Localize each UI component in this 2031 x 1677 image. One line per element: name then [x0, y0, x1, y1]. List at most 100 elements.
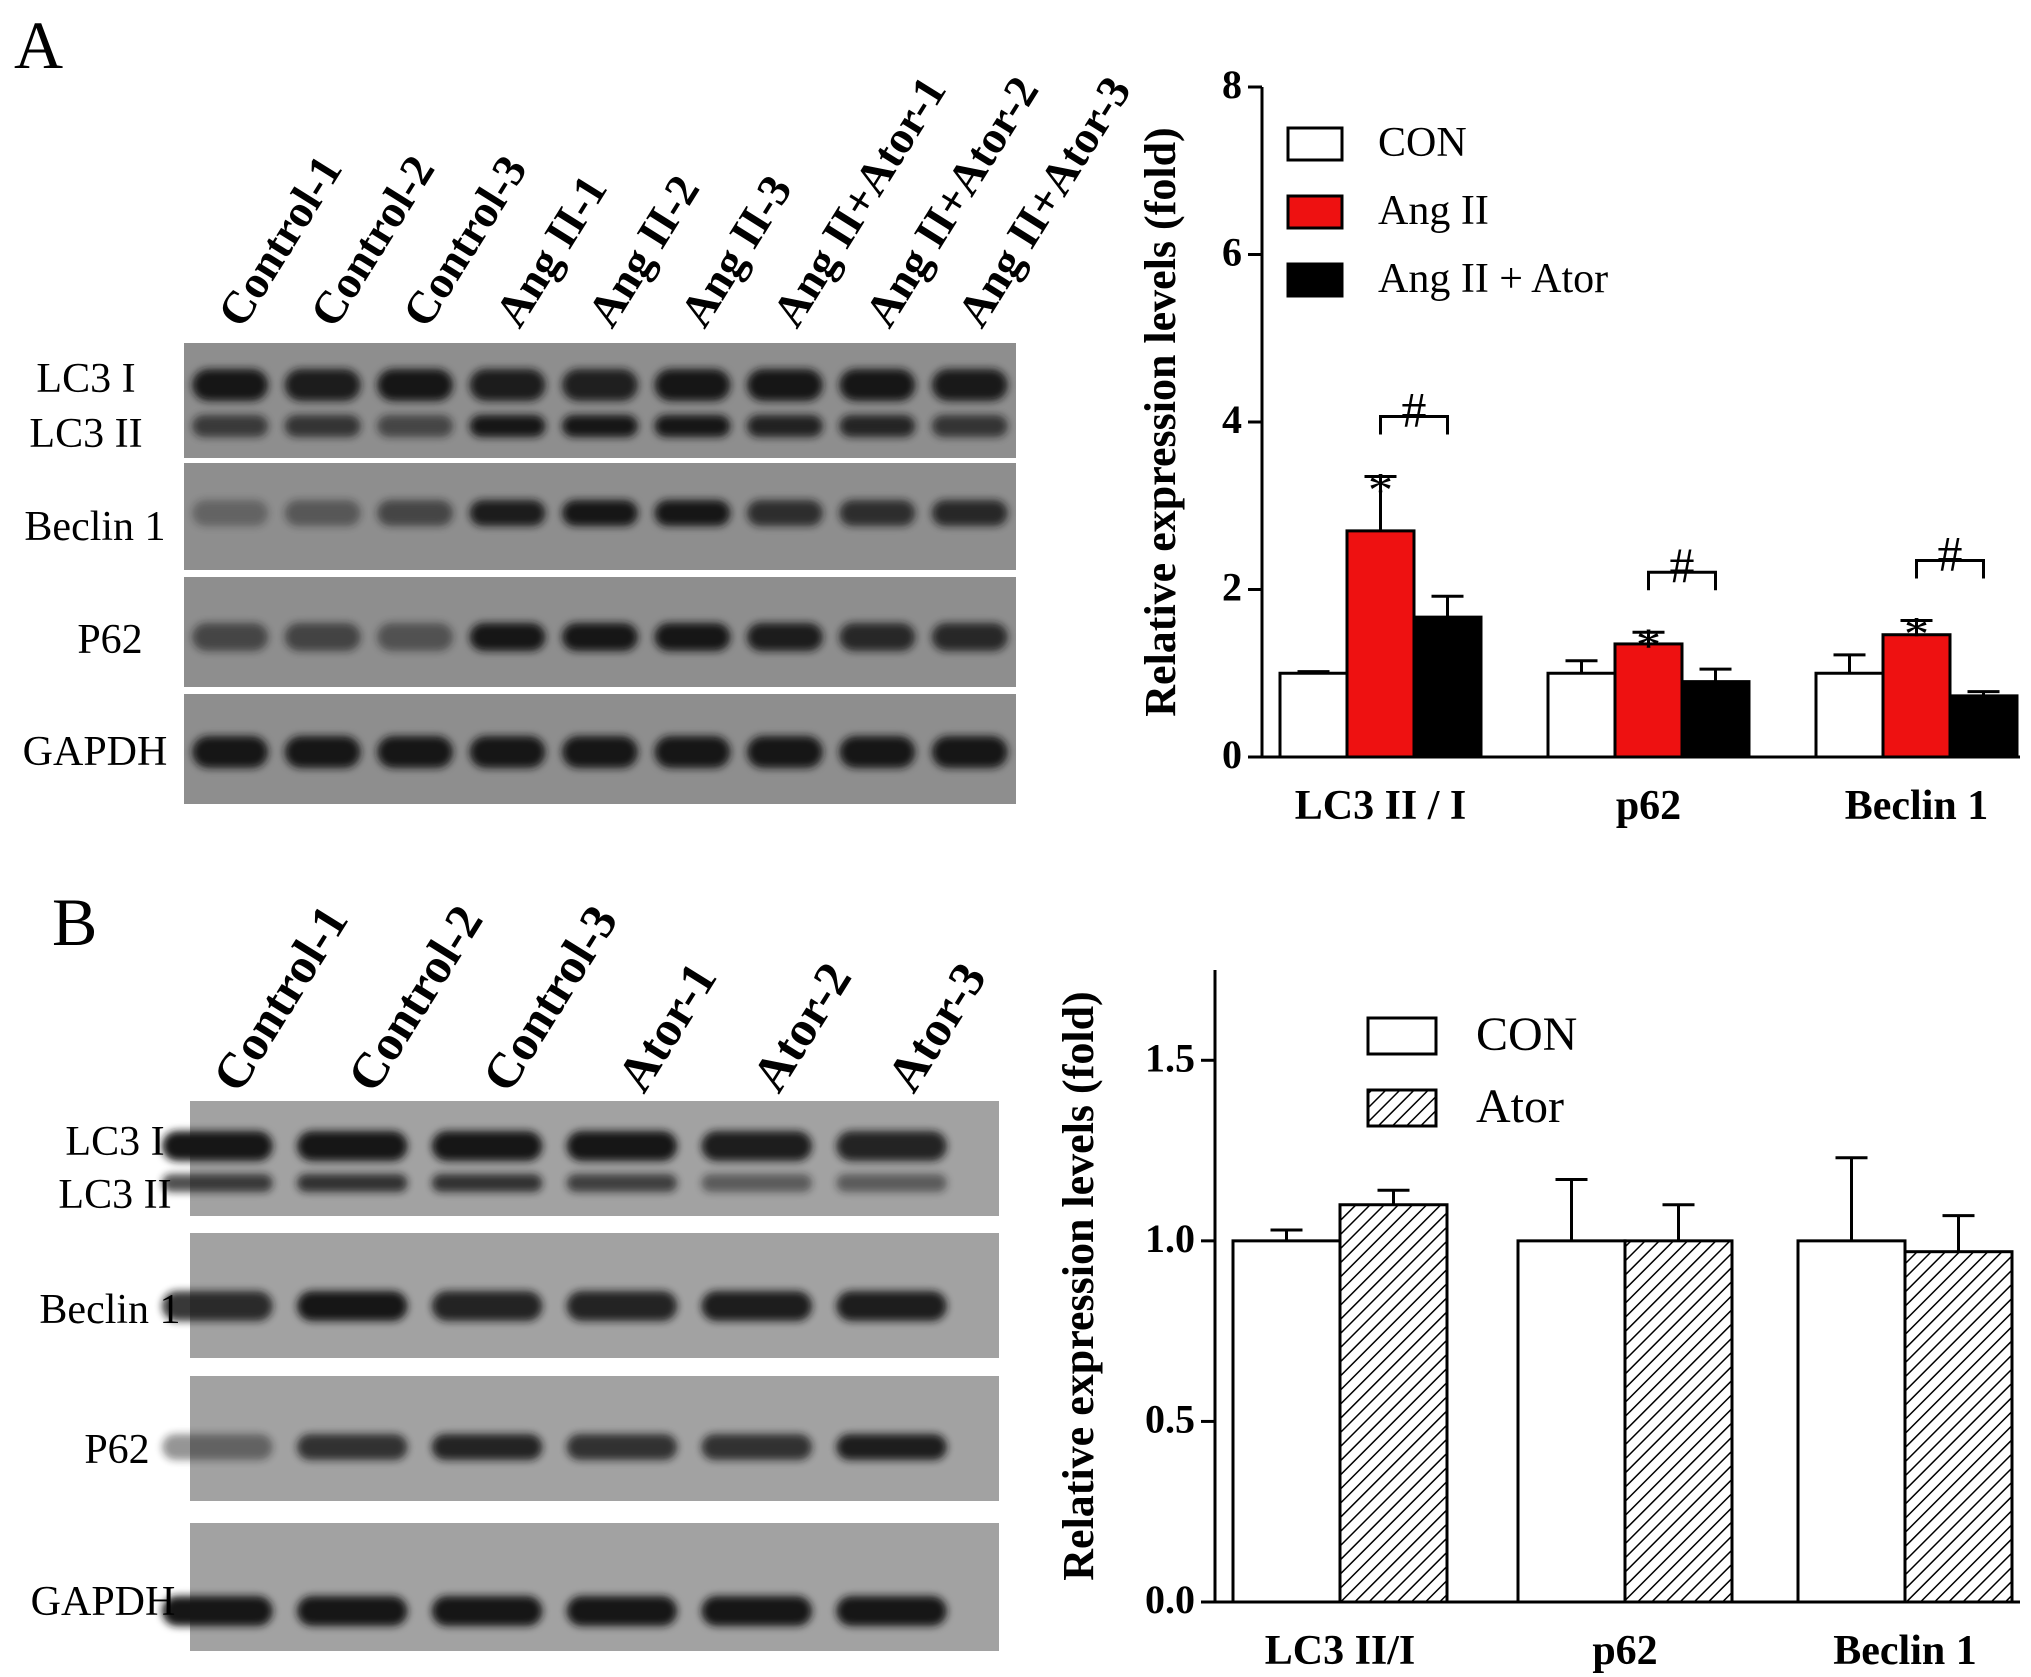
blot-strip [162, 1233, 999, 1358]
blot-band [562, 623, 638, 651]
bar [1903, 1250, 2014, 1604]
protein-label: GAPDH [31, 1579, 176, 1625]
blot-band [469, 500, 546, 526]
blot-band [654, 623, 731, 651]
y-tick-label: 4 [1222, 397, 1242, 442]
blot-band [701, 1174, 813, 1192]
bar [1613, 642, 1684, 759]
legend-swatch [1286, 262, 1344, 298]
blot-band [839, 369, 916, 401]
panel-letter-b: B [52, 884, 97, 960]
blot-band [701, 1596, 813, 1626]
y-axis-label: Relative expression levels (fold) [1054, 991, 1103, 1580]
legend-label: CON [1378, 120, 1467, 166]
blot-band [566, 1596, 678, 1626]
blot-band [377, 736, 454, 768]
lane-label: Ator-1 [606, 953, 728, 1101]
blot-band [566, 1291, 678, 1321]
blot-band [284, 736, 361, 768]
blot-band [162, 1596, 273, 1626]
blot-band [836, 1291, 947, 1321]
blot-band [839, 623, 916, 651]
blot-band [469, 736, 546, 768]
blot-band [562, 500, 638, 526]
lane-label: Control-2 [336, 895, 493, 1101]
significance-hash: # [1402, 381, 1427, 437]
blot-band [931, 500, 1008, 526]
blot-strip [184, 463, 1016, 570]
blot-band [931, 369, 1008, 401]
significance-hash: # [1670, 537, 1695, 593]
protein-label: LC3 II [58, 1172, 171, 1218]
blot-band [284, 415, 361, 437]
bar [1338, 1203, 1449, 1604]
protein-label: P62 [77, 617, 142, 663]
significance-bracket [1379, 414, 1449, 435]
y-tick-label: 1.0 [1145, 1216, 1195, 1261]
bar [1814, 671, 1885, 759]
x-tick-label: Beclin 1 [1845, 783, 1989, 829]
blot-band [192, 415, 269, 437]
y-tick-label: 0.5 [1145, 1396, 1195, 1441]
y-tick-label: 0 [1222, 732, 1242, 777]
blot-band [931, 415, 1008, 437]
blot-band [562, 415, 638, 437]
significance-hash: # [1938, 525, 1963, 581]
blot-band [192, 500, 269, 526]
y-tick-label: 0.0 [1145, 1577, 1195, 1622]
blot-band [284, 500, 361, 526]
significance-bracket [1647, 570, 1717, 591]
blot-band [192, 623, 269, 651]
blot-band [431, 1291, 543, 1321]
blot-band [431, 1131, 543, 1161]
significance-star: * [1636, 617, 1661, 673]
bar [1546, 671, 1617, 759]
blot-band [654, 500, 731, 526]
legend-swatch [1366, 1088, 1438, 1128]
blot-band [377, 623, 454, 651]
y-tick-label: 1.5 [1145, 1035, 1195, 1080]
protein-label: Beclin 1 [39, 1287, 180, 1333]
significance-star: * [1368, 461, 1393, 517]
bar [1796, 1239, 1907, 1604]
panel-letter-a: A [14, 7, 63, 83]
lane-label: Ator-2 [741, 953, 863, 1101]
x-tick-label: p62 [1616, 783, 1681, 829]
blot-band [654, 369, 731, 401]
blot-band [431, 1434, 543, 1460]
blot-band [296, 1291, 408, 1321]
protein-label: Beclin 1 [24, 504, 165, 550]
bar [1516, 1239, 1627, 1604]
blot-band [836, 1434, 947, 1460]
legend-label: Ator [1476, 1080, 1564, 1133]
bar [1948, 694, 2019, 759]
blot-band [701, 1131, 813, 1161]
bar [1680, 680, 1751, 759]
blot-band [701, 1434, 813, 1460]
bar [1278, 671, 1349, 759]
bar-chart-a: 0 2 4 6 8 Relative expression levels (fold) LC… [1136, 62, 2020, 829]
blot-band [931, 736, 1008, 768]
blot-band [746, 415, 823, 437]
blot-band [839, 415, 916, 437]
blot-band [469, 623, 546, 651]
blot-strip [184, 577, 1016, 687]
bar [1345, 529, 1416, 759]
x-tick-label: Beclin 1 [1833, 1628, 1977, 1674]
blot-band [469, 415, 546, 437]
blot-strip [162, 1376, 999, 1501]
bar [1231, 1239, 1342, 1604]
legend-label: Ang II + Ator [1378, 256, 1608, 302]
y-tick-label: 8 [1222, 62, 1242, 107]
blot-band [469, 369, 546, 401]
blot-band [162, 1291, 273, 1321]
bar [1412, 615, 1483, 759]
x-tick-label: p62 [1592, 1628, 1657, 1674]
blot-band [746, 369, 823, 401]
blot-band [654, 736, 731, 768]
blot-band [836, 1174, 947, 1192]
blot-band [284, 623, 361, 651]
blot-band [296, 1174, 408, 1192]
